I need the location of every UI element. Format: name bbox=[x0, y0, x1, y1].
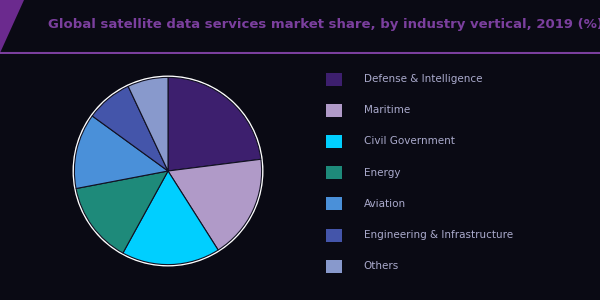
FancyBboxPatch shape bbox=[326, 229, 342, 242]
Text: Defense & Intelligence: Defense & Intelligence bbox=[364, 74, 482, 84]
Wedge shape bbox=[123, 171, 218, 265]
FancyBboxPatch shape bbox=[326, 104, 342, 117]
Text: Energy: Energy bbox=[364, 168, 400, 178]
Text: Engineering & Infrastructure: Engineering & Infrastructure bbox=[364, 230, 513, 240]
Text: Maritime: Maritime bbox=[364, 105, 410, 115]
Wedge shape bbox=[168, 159, 262, 250]
Wedge shape bbox=[74, 116, 168, 188]
Wedge shape bbox=[76, 171, 168, 253]
Wedge shape bbox=[128, 77, 168, 171]
Wedge shape bbox=[168, 77, 261, 171]
FancyBboxPatch shape bbox=[326, 260, 342, 273]
Text: Global satellite data services market share, by industry vertical, 2019 (%): Global satellite data services market sh… bbox=[48, 18, 600, 31]
Polygon shape bbox=[0, 0, 24, 53]
Text: Civil Government: Civil Government bbox=[364, 136, 455, 146]
FancyBboxPatch shape bbox=[326, 135, 342, 148]
Text: Others: Others bbox=[364, 261, 399, 271]
Circle shape bbox=[73, 76, 263, 266]
FancyBboxPatch shape bbox=[326, 73, 342, 85]
FancyBboxPatch shape bbox=[326, 197, 342, 210]
FancyBboxPatch shape bbox=[326, 166, 342, 179]
Wedge shape bbox=[92, 86, 168, 171]
Text: Aviation: Aviation bbox=[364, 199, 406, 209]
